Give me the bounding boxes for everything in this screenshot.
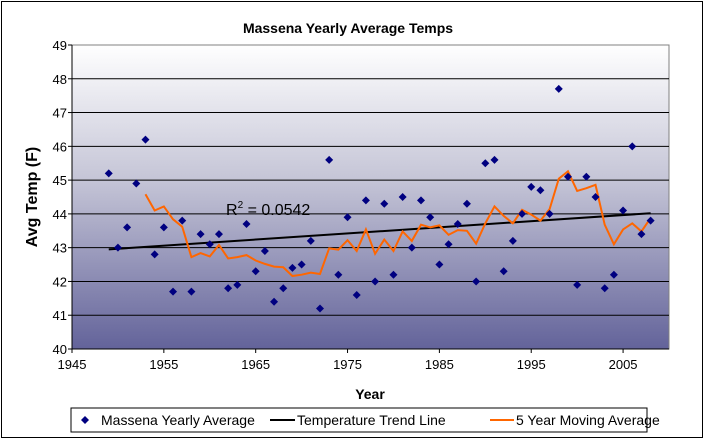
data-point <box>453 220 462 229</box>
data-point <box>628 142 637 151</box>
data-point <box>573 280 582 289</box>
x-tick-label: 1985 <box>425 357 454 372</box>
data-point <box>150 250 159 259</box>
data-point <box>380 199 389 208</box>
data-point <box>352 290 361 299</box>
data-point <box>104 169 113 178</box>
data-point <box>334 270 343 279</box>
series-layer <box>104 84 655 313</box>
data-point <box>315 304 324 313</box>
y-axis-label: Avg Temp (F) <box>24 147 41 247</box>
x-tick-label: 1945 <box>58 357 87 372</box>
data-point <box>297 260 306 269</box>
data-point <box>141 135 150 144</box>
y-tick-label: 45 <box>53 173 67 188</box>
y-tick-label: 46 <box>53 139 67 154</box>
data-point <box>435 260 444 269</box>
data-point <box>123 223 132 232</box>
x-tick-label: 1955 <box>149 357 178 372</box>
data-point <box>343 213 352 222</box>
trend-line <box>108 212 651 251</box>
y-tick-label: 42 <box>53 274 67 289</box>
data-point <box>288 263 297 272</box>
data-point <box>554 84 563 93</box>
y-axis: 40 41 42 43 44 45 46 47 48 49 <box>53 38 73 357</box>
data-point <box>490 155 499 164</box>
y-tick-label: 49 <box>53 38 67 53</box>
data-point <box>214 230 223 239</box>
data-point <box>233 280 242 289</box>
plot-area <box>71 44 670 350</box>
data-point <box>187 287 196 296</box>
data-point <box>619 206 628 215</box>
data-point <box>113 243 122 252</box>
data-point <box>536 186 545 195</box>
data-point <box>306 236 315 245</box>
y-tick-label: 40 <box>53 342 67 357</box>
data-point <box>325 155 334 164</box>
legend-box <box>70 407 648 433</box>
y-tick-label: 44 <box>53 207 67 222</box>
data-point <box>637 230 646 239</box>
gridlines <box>72 78 669 316</box>
data-point <box>270 297 279 306</box>
x-axis-label: Year <box>355 386 385 402</box>
data-point <box>371 277 380 286</box>
data-point <box>582 172 591 181</box>
data-point <box>389 270 398 279</box>
data-point <box>472 277 481 286</box>
data-point <box>169 287 178 296</box>
data-point <box>251 267 260 276</box>
data-point <box>361 196 370 205</box>
data-point <box>196 230 205 239</box>
data-point <box>417 196 426 205</box>
data-point <box>545 209 554 218</box>
data-point <box>260 247 269 256</box>
x-tick-label: 1995 <box>517 357 546 372</box>
data-point <box>481 159 490 168</box>
data-point <box>462 199 471 208</box>
data-point <box>591 193 600 201</box>
data-point <box>159 223 168 232</box>
y-tick-label: 41 <box>53 308 67 323</box>
legend-label-trend: Temperature Trend Line <box>297 412 446 428</box>
y-tick-label: 43 <box>53 241 67 256</box>
y-tick-label: 47 <box>53 106 67 121</box>
moving-average-line <box>144 169 652 278</box>
x-axis: 1945 1955 1965 1975 1985 1995 2005 <box>58 348 669 372</box>
legend-marker-diamond-icon <box>81 416 89 424</box>
data-point <box>646 216 655 225</box>
data-point <box>426 213 435 222</box>
data-point <box>444 240 453 249</box>
data-point <box>407 243 416 252</box>
chart-title: Massena Yearly Average Temps <box>243 20 453 36</box>
x-tick-label: 2005 <box>609 357 638 372</box>
data-point <box>224 284 233 293</box>
data-point <box>508 236 517 245</box>
data-point <box>499 267 508 276</box>
r-squared-annotation: R2 = 0.0542 <box>226 200 310 219</box>
y-tick-label: 48 <box>53 72 67 87</box>
data-point <box>178 216 187 225</box>
data-point <box>205 240 214 249</box>
data-point <box>242 220 251 229</box>
data-point <box>600 284 609 293</box>
data-point <box>279 284 288 293</box>
data-point <box>609 270 618 279</box>
data-point <box>518 209 527 218</box>
x-tick-label: 1975 <box>333 357 362 372</box>
data-point <box>527 182 536 191</box>
x-tick-label: 1965 <box>241 357 270 372</box>
data-point <box>563 172 572 181</box>
legend: Massena Yearly Average Temperature Trend… <box>70 407 660 433</box>
legend-label-yearly: Massena Yearly Average <box>101 412 255 428</box>
legend-label-moving-average: 5 Year Moving Average <box>516 412 660 428</box>
data-point <box>132 179 141 188</box>
data-point <box>398 193 407 201</box>
